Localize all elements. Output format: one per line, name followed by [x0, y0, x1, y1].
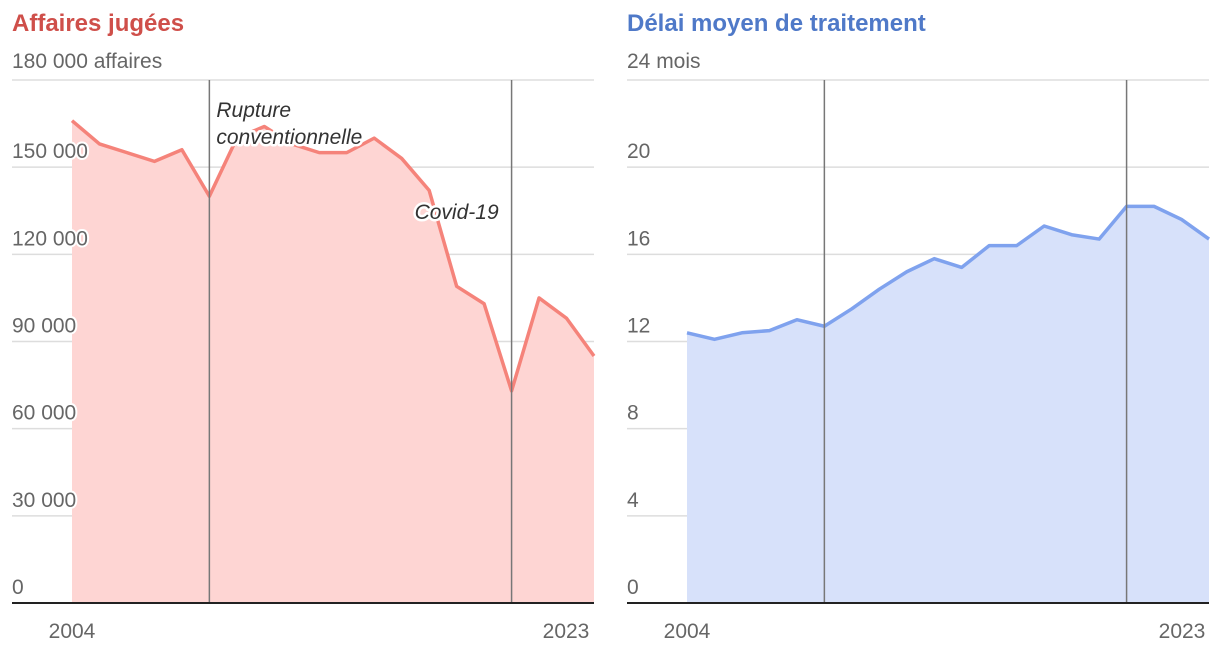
y-tick-label: 16	[627, 227, 650, 250]
y-tick-label: 12	[627, 315, 650, 338]
y-tick-label: 60 000	[12, 402, 76, 425]
x-tick-label: 2004	[664, 620, 711, 643]
series-line	[70, 119, 596, 393]
chart-title: Délai moyen de traitement	[627, 10, 926, 37]
y-tick-label: 8	[627, 402, 639, 425]
x-tick-label: 2023	[543, 620, 590, 643]
y-tick-label: 4	[627, 489, 639, 512]
annotation-label: Rupture	[216, 99, 291, 122]
annotation-label: Covid-19	[415, 201, 499, 224]
x-tick-label: 2004	[49, 620, 96, 643]
x-tick-label: 2023	[1159, 620, 1206, 643]
area-fill	[72, 120, 594, 603]
chart-panel-affaires: Affaires jugées 180 000 affaires 0 30 000…	[10, 10, 596, 643]
chart-plot-delai: 0 4 8 12 16 20 2004 2023	[625, 79, 1211, 643]
y-tick-label: 0	[12, 576, 24, 599]
y-tick-label: 120 000	[12, 227, 88, 250]
chart-plot-affaires: 0 30 000 60 000 90 000 120 000 150 000 2004 202…	[10, 79, 596, 643]
y-tick-label: 0	[627, 576, 639, 599]
area-fill	[687, 206, 1209, 603]
y-tick-label: 20	[627, 140, 650, 163]
y-tick-label: 150 000	[12, 140, 88, 163]
series-line	[686, 204, 1211, 342]
annotation-label: conventionnelle	[216, 126, 362, 149]
y-axis-unit-label: 180 000 affaires	[12, 50, 163, 73]
chart-title: Affaires jugées	[12, 10, 185, 37]
y-tick-label: 90 000	[12, 315, 76, 338]
chart-panel-delai: Délai moyen de traitement 24 mois 0 4 8 12 1…	[610, 0, 1220, 654]
y-tick-label: 30 000	[12, 489, 76, 512]
y-axis-unit-label: 24 mois	[627, 50, 701, 73]
